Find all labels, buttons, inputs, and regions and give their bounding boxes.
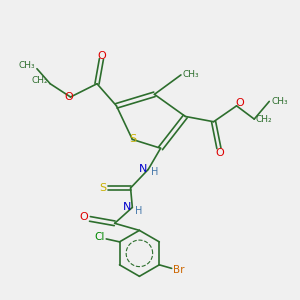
Text: S: S — [99, 183, 106, 193]
Text: Br: Br — [173, 265, 185, 275]
Text: CH₃: CH₃ — [18, 61, 35, 70]
Text: O: O — [97, 51, 106, 61]
Text: Cl: Cl — [94, 232, 105, 242]
Text: O: O — [80, 212, 88, 222]
Text: H: H — [151, 167, 158, 177]
Text: CH₃: CH₃ — [183, 70, 200, 80]
Text: CH₃: CH₃ — [271, 97, 288, 106]
Text: S: S — [129, 134, 136, 144]
Text: N: N — [139, 164, 147, 174]
Text: O: O — [65, 92, 74, 102]
Text: H: H — [135, 206, 142, 216]
Text: O: O — [215, 148, 224, 158]
Text: O: O — [236, 98, 244, 109]
Text: CH₂: CH₂ — [255, 115, 272, 124]
Text: N: N — [123, 202, 131, 212]
Text: CH₂: CH₂ — [32, 76, 48, 85]
